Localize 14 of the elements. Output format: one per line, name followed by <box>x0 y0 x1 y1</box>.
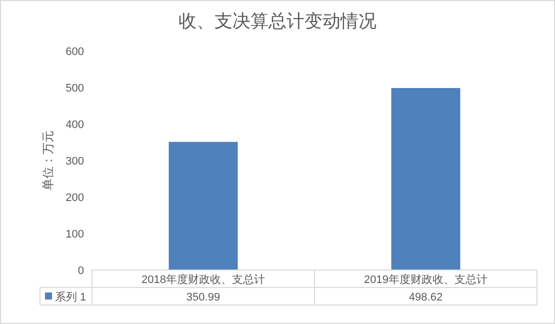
y-tick-label: 500 <box>66 82 84 94</box>
y-tick-label: 100 <box>66 228 84 240</box>
data-label: 350.99 <box>186 292 220 304</box>
chart-title: 收、支决算总计变动情况 <box>178 11 376 31</box>
y-tick-label: 200 <box>66 192 84 204</box>
y-tick-label: 0 <box>78 265 84 277</box>
x-tick-label: 2019年度财政收、支总计 <box>364 273 488 286</box>
y-tick-label: 300 <box>66 156 84 168</box>
y-tick-label: 600 <box>66 46 84 58</box>
legend-label: 系列 1 <box>55 290 86 304</box>
y-tick-label: 400 <box>66 119 84 131</box>
x-tick-label: 2018年度财政收、支总计 <box>142 273 265 286</box>
y-axis-title: 单位：万元 <box>41 130 55 190</box>
data-label: 498.62 <box>408 292 443 304</box>
